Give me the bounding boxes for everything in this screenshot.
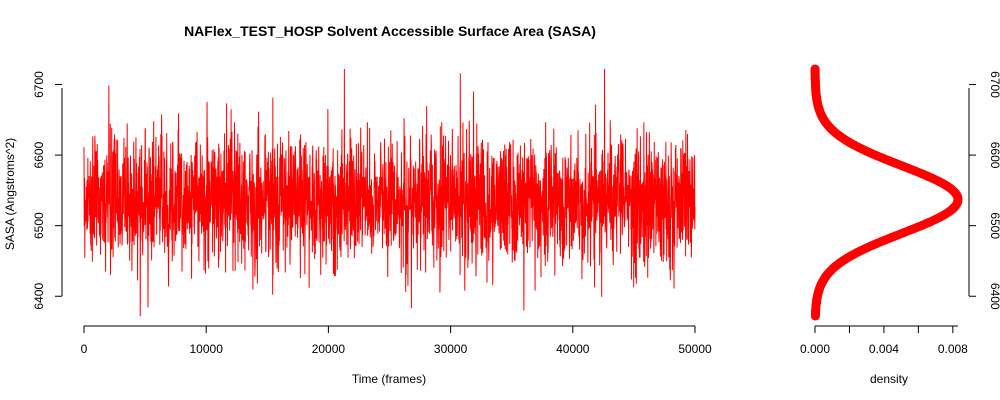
sasa-timeseries-panel: 0 10000 20000 30000 40000 50000 6400650066006… [3, 68, 712, 386]
density-y-axis-ticks: 6400 6500 6600 6700 [969, 71, 1000, 310]
y-axis-ticks: 6400 6500 6600 6700 [32, 71, 62, 310]
x-tick-label: 20000 [312, 342, 346, 356]
x-axis-title: Time (frames) [352, 372, 426, 386]
density-y-tick-label: 6400 [988, 283, 1000, 310]
x-tick-label: 0 [81, 342, 88, 356]
density-x-axis-title: density [870, 372, 908, 386]
sasa-density-panel: 0.000 0.004 0.008 6400 6500 6600 6700 density [800, 64, 1000, 386]
density-x-tick-label: 0.004 [869, 342, 899, 356]
x-tick-label: 40000 [556, 342, 590, 356]
density-y-tick-label: 6600 [988, 142, 1000, 169]
y-axis-title: SASA (Angstroms^2) [3, 138, 17, 250]
density-x-tick-label: 0.000 [800, 342, 830, 356]
chart-title: NAFlex_TEST_HOSP Solvent Accessible Surf… [184, 23, 596, 39]
sasa-series-line [83, 68, 696, 317]
density-x-axis-ticks: 0.000 0.004 0.008 [800, 326, 968, 356]
x-tick-label: 10000 [190, 342, 224, 356]
y-tick-label: 6700 [32, 71, 46, 98]
density-x-tick-label: 0.008 [938, 342, 968, 356]
sasa-trace [83, 68, 696, 317]
density-curve [810, 64, 963, 321]
density-point [810, 64, 820, 74]
x-tick-label: 30000 [434, 342, 468, 356]
x-tick-label: 50000 [678, 342, 712, 356]
y-tick-label: 6500 [32, 212, 46, 239]
y-tick-label: 6400 [32, 283, 46, 310]
density-y-tick-label: 6500 [988, 212, 1000, 239]
density-y-tick-label: 6700 [988, 71, 1000, 98]
y-tick-label: 6600 [32, 141, 46, 168]
x-axis-ticks: 0 10000 20000 30000 40000 50000 [81, 326, 712, 356]
